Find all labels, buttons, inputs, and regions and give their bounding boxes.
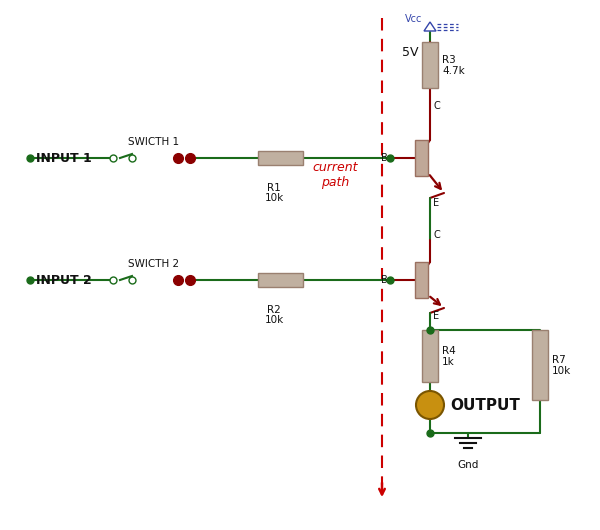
Text: INPUT 2: INPUT 2 (36, 273, 92, 287)
Text: SWICTH 1: SWICTH 1 (128, 137, 179, 147)
Text: 4.7k: 4.7k (442, 66, 465, 76)
Text: 1k: 1k (442, 357, 455, 367)
Text: INPUT 1: INPUT 1 (36, 152, 92, 164)
Text: R2: R2 (267, 305, 281, 315)
Text: Vcc: Vcc (404, 14, 422, 24)
Text: B: B (381, 275, 388, 285)
Bar (532, 330, 548, 400)
Text: R7: R7 (552, 355, 566, 365)
Bar (422, 330, 438, 382)
Bar (415, 140, 428, 176)
Text: 10k: 10k (265, 193, 284, 203)
Bar (257, 273, 302, 287)
Text: 10k: 10k (265, 315, 284, 325)
Circle shape (416, 391, 444, 419)
Text: R4: R4 (442, 346, 456, 356)
Bar (422, 42, 438, 88)
Text: SWICTH 2: SWICTH 2 (128, 259, 179, 269)
Text: E: E (433, 311, 439, 321)
Text: C: C (433, 230, 440, 240)
Text: Gnd: Gnd (457, 460, 479, 470)
Text: E: E (433, 198, 439, 208)
Text: OUTPUT: OUTPUT (450, 398, 520, 412)
Text: C: C (433, 101, 440, 111)
Text: 10k: 10k (552, 366, 571, 376)
Text: B: B (381, 153, 388, 163)
Text: 5V: 5V (402, 46, 418, 58)
Bar (257, 151, 302, 165)
Text: R3: R3 (442, 55, 456, 65)
Text: current
path: current path (312, 161, 358, 189)
Bar (415, 262, 428, 298)
Text: R1: R1 (267, 183, 281, 193)
